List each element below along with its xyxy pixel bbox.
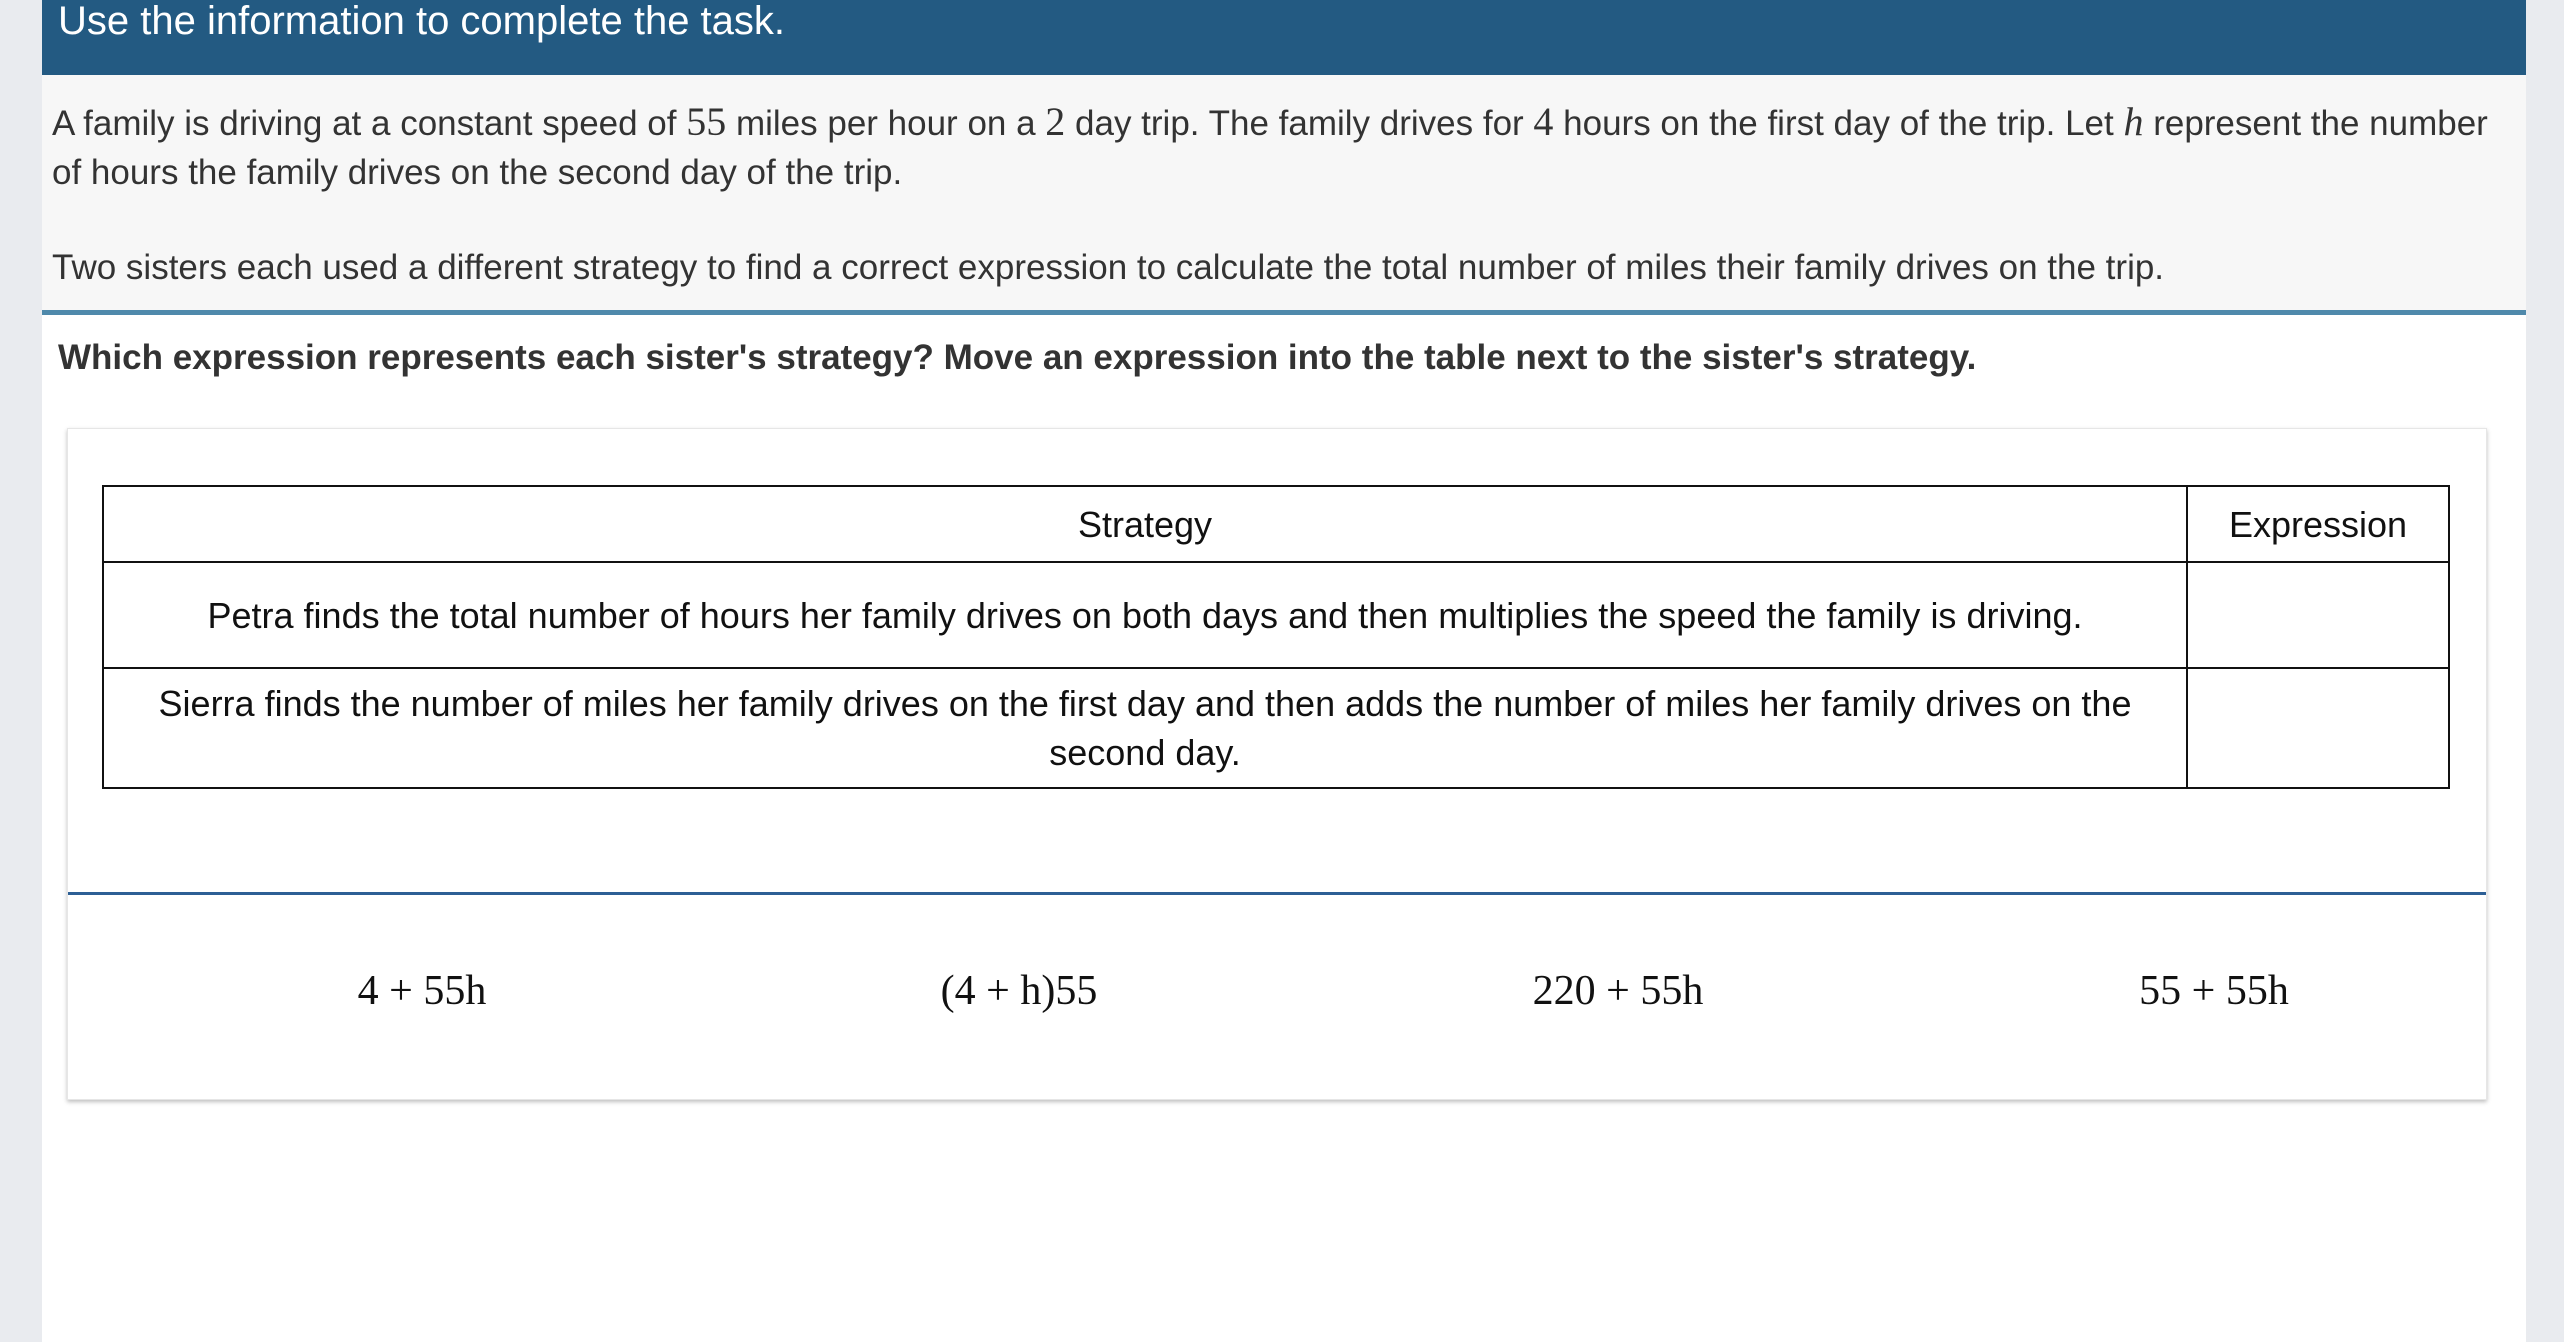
expression-tile[interactable]: 55 + 55h <box>2139 968 2289 1014</box>
drop-zone-sierra[interactable] <box>2186 667 2450 789</box>
strategy-sierra: Sierra finds the number of miles her fam… <box>102 667 2188 789</box>
hours-value: 4 <box>1533 99 1554 144</box>
table-row: Sierra finds the number of miles her fam… <box>102 667 2450 789</box>
info-paragraph-1: A family is driving at a constant speed … <box>52 97 2512 197</box>
header-expression: Expression <box>2186 485 2450 563</box>
info-paragraph-2: Two sisters each used a different strate… <box>52 248 2165 287</box>
strategy-petra: Petra finds the total number of hours he… <box>102 561 2188 669</box>
header-bar: Use the information to complete the task… <box>42 0 2526 75</box>
days-value: 2 <box>1045 99 1066 144</box>
expression-tile[interactable]: 220 + 55h <box>1532 968 1704 1014</box>
text: hours on the first day of the trip. Let <box>1553 104 2124 143</box>
variable-h: h <box>2123 99 2144 144</box>
task-prompt: Which expression represents each sister'… <box>58 338 1977 377</box>
text: represent the number of hours the family… <box>52 104 2488 192</box>
table-header-row: Strategy Expression <box>102 485 2450 563</box>
drag-drop-card: Strategy Expression Petra finds the tota… <box>67 428 2487 1100</box>
drop-zone-petra[interactable] <box>2186 561 2450 669</box>
expression-tile[interactable]: 4 + 55h <box>357 968 487 1014</box>
speed-value: 55 <box>686 99 727 144</box>
header-strategy: Strategy <box>102 485 2188 563</box>
expression-tile[interactable]: (4 + h)55 <box>940 968 1098 1014</box>
info-panel: A family is driving at a constant speed … <box>42 75 2526 315</box>
page: Use the information to complete the task… <box>42 0 2526 1342</box>
text: day trip. The family drives for <box>1065 104 1534 143</box>
header-title: Use the information to complete the task… <box>58 0 786 43</box>
table-row: Petra finds the total number of hours he… <box>102 561 2450 669</box>
text: miles per hour on a <box>726 104 1046 143</box>
text: A family is driving at a constant speed … <box>52 104 687 143</box>
strategy-table: Strategy Expression Petra finds the tota… <box>102 485 2450 789</box>
divider <box>68 892 2486 895</box>
